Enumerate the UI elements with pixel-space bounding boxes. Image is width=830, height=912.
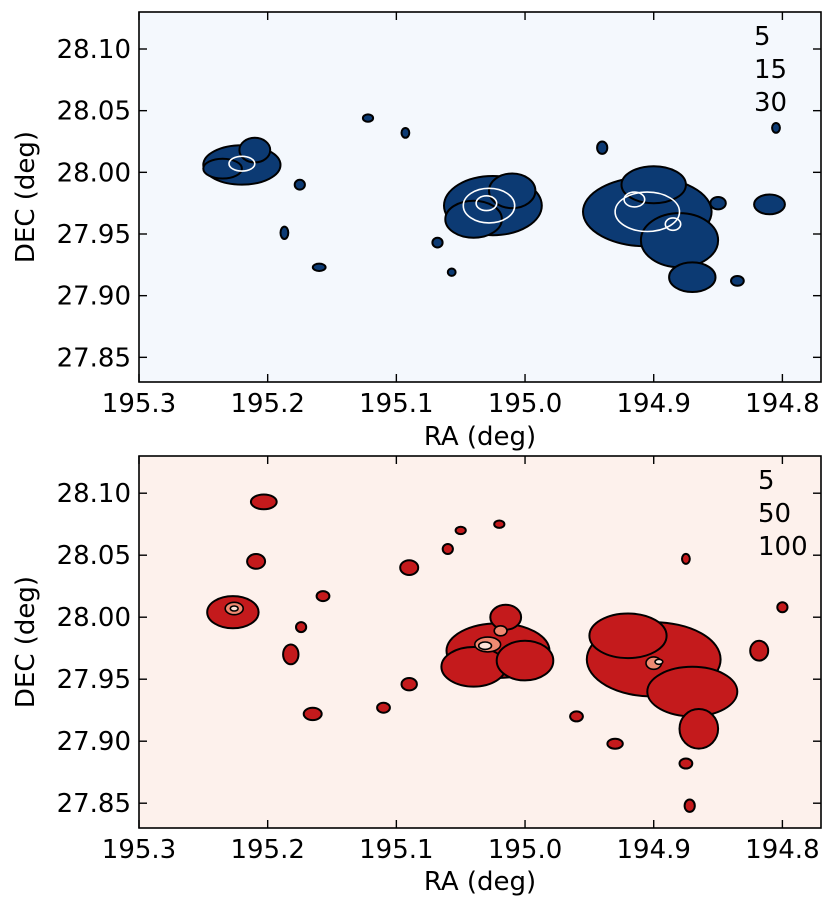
contour-clump-top-26 [771,122,781,134]
contour-clump-bot-18 [489,603,523,631]
contour-clump-top-14 [623,191,646,208]
contour-clump-bot-5 [282,643,300,666]
contour-clump-top-27 [730,275,745,287]
contour-clump-top-16 [753,193,786,216]
contour-clump-bot-8 [302,706,323,722]
contour-clump-top-17 [293,178,306,191]
contour-clump-top-8 [475,195,498,212]
y-tick-label: 27.90 [57,282,131,312]
top-plot-frame [138,11,822,383]
y-tick-label: 28.05 [57,541,131,571]
x-tick-label: 195.0 [488,835,562,865]
contour-clump-bot-24 [588,612,668,660]
contour-clump-bot-29 [776,601,789,614]
x-tick-label: 195.3 [102,835,176,865]
x-tick-label: 195.1 [359,835,433,865]
contour-clump-bot-2 [229,605,239,612]
contour-clump-top-11 [668,261,717,294]
contour-clump-bot-34 [681,552,691,565]
contour-clump-top-21 [361,113,375,123]
contour-clump-top-13 [614,191,681,233]
y-tick-label: 28.00 [57,603,131,633]
x-tick-label: 194.9 [616,389,690,419]
bottom-contour-level-2: 50 [758,499,791,529]
contour-clump-top-22 [431,236,444,249]
contour-clump-top-19 [279,225,290,241]
x-tick-label: 195.1 [359,389,433,419]
x-tick-label: 195.0 [488,389,562,419]
contour-clump-top-23 [446,267,457,277]
contour-clump-top-1 [202,157,243,180]
bottom-contour-regions [206,493,789,813]
contour-clump-top-20 [400,126,411,139]
x-tick-label: 195.2 [230,389,304,419]
bottom-contour-level-3: 100 [758,532,808,562]
top-x-axis-title: RA (deg) [424,422,536,452]
y-tick-label: 28.10 [57,479,131,509]
contour-clump-bot-28 [749,639,770,662]
contour-clump-bot-25 [678,708,720,750]
contour-clump-top-2 [238,136,272,164]
contour-clump-bot-16 [440,646,507,688]
top-y-axis-ticks: 28.10 28.05 28.00 27.95 27.90 27.85 [57,35,821,373]
contour-clump-bot-6 [295,621,308,634]
contour-clump-bot-7 [315,590,331,603]
contour-clump-bot-3 [249,493,278,511]
contour-clump-bot-32 [606,737,624,750]
y-tick-label: 28.10 [57,35,131,65]
contour-clump-top-18 [311,262,327,272]
top-contour-regions [202,113,786,294]
y-tick-label: 28.05 [57,97,131,127]
x-tick-label: 194.8 [745,389,819,419]
top-contour-level-2: 15 [754,55,787,85]
contour-clump-bot-30 [678,757,694,770]
contour-clump-bot-10 [400,677,418,692]
bottom-x-axis-ticks: 195.3 195.2 195.1 195.0 194.9 194.8 [102,456,820,865]
top-x-axis-ticks: 195.3 195.2 195.1 195.0 194.9 194.8 [102,12,820,419]
contour-clump-top-6 [488,172,537,210]
bottom-plot-frame [138,455,822,829]
y-tick-label: 27.85 [57,789,131,819]
contour-clump-bot-13 [454,525,467,536]
contour-clump-bot-21 [477,641,493,651]
contour-clump-bot-31 [683,798,696,813]
contour-clump-bot-11 [376,701,391,714]
y-tick-label: 27.95 [57,665,131,695]
bottom-x-axis-title: RA (deg) [424,867,536,897]
top-panel-blues: 195.3 195.2 195.1 195.0 194.9 194.8 28.10 28.0… [11,11,822,452]
bottom-y-axis-title: DEC (deg) [11,576,41,708]
contour-clump-bot-23 [646,665,739,718]
bottom-contour-level-1: 5 [758,466,775,496]
bottom-y-axis-ticks: 28.10 28.05 28.00 27.95 27.90 27.85 [57,479,821,819]
contour-clump-bot-4 [246,553,267,570]
contour-clump-bot-9 [399,559,420,576]
contour-clump-top-12 [620,165,687,205]
y-tick-label: 27.90 [57,727,131,757]
x-tick-label: 194.9 [616,835,690,865]
contour-clump-bot-27 [654,658,664,666]
contour-clump-top-24 [596,140,609,155]
contour-clump-bot-33 [569,710,584,723]
contour-clump-bot-14 [493,519,506,529]
contour-clump-top-3 [228,155,256,172]
contour-clump-bot-12 [441,543,454,555]
x-tick-label: 194.8 [745,835,819,865]
contour-clump-top-7 [462,187,516,224]
y-tick-label: 27.95 [57,220,131,250]
x-tick-label: 195.2 [230,835,304,865]
contour-clump-top-15 [664,217,682,232]
contour-clump-bot-17 [495,639,555,682]
contour-clump-bot-20 [493,624,508,637]
contour-clump-top-25 [709,196,727,211]
top-contour-level-3: 30 [754,88,787,118]
bottom-panel-reds: 195.3 195.2 195.1 195.0 194.9 194.8 28.10 28.0… [11,455,822,897]
top-y-axis-title: DEC (deg) [11,131,41,263]
top-contour-level-1: 5 [754,22,771,52]
y-tick-label: 28.00 [57,158,131,188]
x-tick-label: 195.3 [102,389,176,419]
y-tick-label: 27.85 [57,343,131,373]
